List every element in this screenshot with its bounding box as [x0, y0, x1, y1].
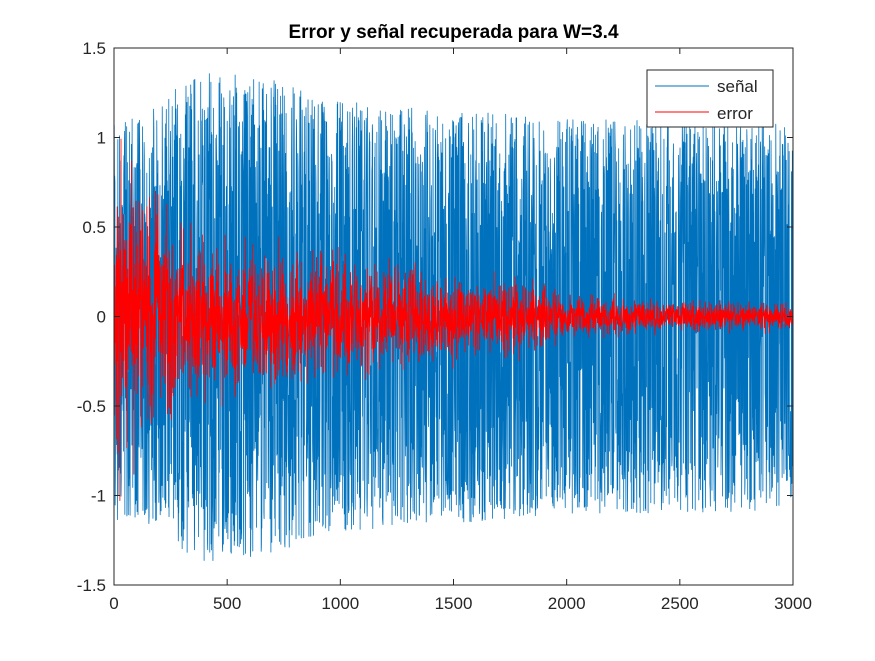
- x-tick-label: 2500: [661, 594, 699, 613]
- x-tick-label: 3000: [774, 594, 812, 613]
- x-tick-label: 500: [213, 594, 241, 613]
- legend-label-senal: señal: [717, 77, 758, 96]
- series-line-senal: [113, 73, 794, 561]
- x-tick-label: 2000: [548, 594, 586, 613]
- y-tick-label: 1: [97, 129, 106, 148]
- y-tick-label: 0: [97, 308, 106, 327]
- series-line-error: [113, 138, 794, 501]
- legend-box: [646, 69, 774, 128]
- y-tick-label: -0.5: [77, 397, 106, 416]
- x-tick-label: 1000: [321, 594, 359, 613]
- series-layer: [113, 73, 794, 561]
- legend-label-error: error: [717, 104, 753, 123]
- x-tick-label: 0: [109, 594, 118, 613]
- y-tick-label: -1: [91, 487, 106, 506]
- x-tick-label: 1500: [435, 594, 473, 613]
- chart-title: Error y señal recuperada para W=3.4: [288, 22, 618, 43]
- y-tick-label: 0.5: [82, 218, 106, 237]
- y-tick-label: -1.5: [77, 576, 106, 595]
- ticks-layer: 0 500 1000 1500 2000 2500 3000 -1.5 -1 -0.5 0 0.5 1 1…: [77, 39, 812, 613]
- y-tick-label: 1.5: [82, 39, 106, 58]
- legend: señal error: [646, 69, 774, 128]
